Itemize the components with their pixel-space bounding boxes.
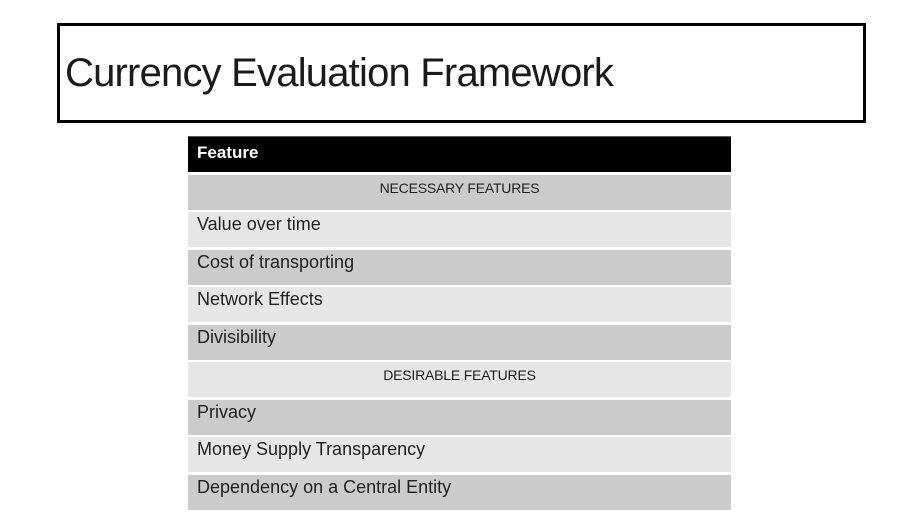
feature-table: Feature NECESSARY FEATURES Value over ti…	[188, 136, 731, 510]
page-title: Currency Evaluation Framework	[65, 51, 614, 95]
table-header-row-feature: Feature	[188, 136, 731, 172]
table-row-value-over-time: Value over time	[188, 212, 731, 247]
table-row-cost-of-transporting: Cost of transporting	[188, 249, 731, 285]
table-row-money-supply-transparency: Money Supply Transparency	[188, 437, 731, 472]
table-row-divisibility: Divisibility	[188, 324, 731, 360]
table-row-network-effects: Network Effects	[188, 287, 731, 322]
title-box: Currency Evaluation Framework	[57, 23, 866, 123]
section-row-necessary-features: NECESSARY FEATURES	[188, 174, 731, 210]
table-row-privacy: Privacy	[188, 399, 731, 435]
table-row-dependency-on-central-entity: Dependency on a Central Entity	[188, 474, 731, 510]
section-row-desirable-features: DESIRABLE FEATURES	[188, 362, 731, 397]
